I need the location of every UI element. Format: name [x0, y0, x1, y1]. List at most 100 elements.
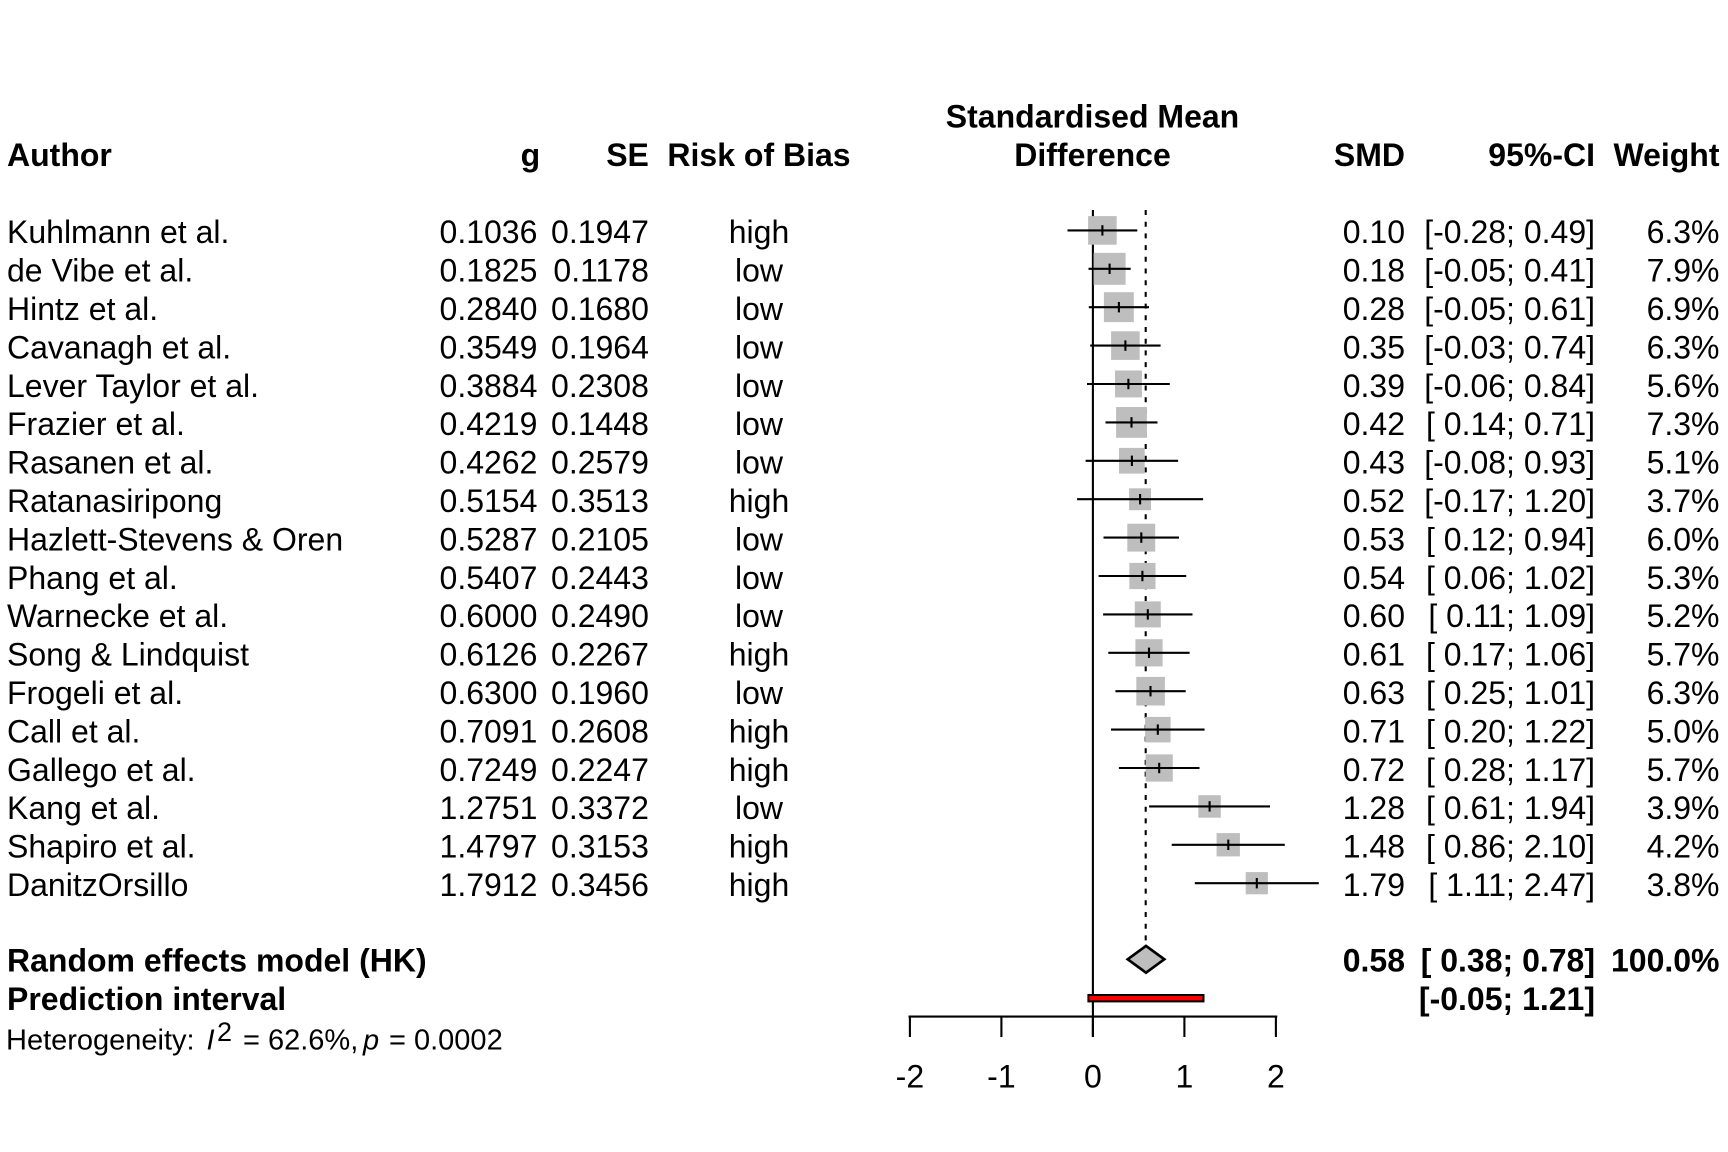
- svg-text:0.35: 0.35: [1343, 329, 1405, 365]
- svg-text:[ 0.14; 0.71]: [ 0.14; 0.71]: [1426, 406, 1595, 442]
- svg-text:3.8%: 3.8%: [1647, 867, 1720, 903]
- svg-text:[-0.05; 0.61]: [-0.05; 0.61]: [1424, 291, 1595, 327]
- svg-text:0.1960: 0.1960: [551, 675, 649, 711]
- svg-text:0.10: 0.10: [1343, 214, 1405, 250]
- svg-text:0.1964: 0.1964: [551, 329, 649, 365]
- svg-text:0.1825: 0.1825: [440, 253, 538, 289]
- svg-text:Cavanagh et al.: Cavanagh et al.: [7, 329, 231, 365]
- svg-text:Rasanen et al.: Rasanen et al.: [7, 445, 213, 481]
- svg-text:0.1178: 0.1178: [553, 253, 649, 289]
- svg-text:p: p: [362, 1025, 379, 1057]
- svg-text:0.6126: 0.6126: [440, 637, 538, 673]
- svg-text:0.52: 0.52: [1343, 483, 1405, 519]
- svg-text:3.9%: 3.9%: [1647, 790, 1720, 826]
- svg-text:0.71: 0.71: [1343, 713, 1405, 749]
- svg-text:0.2443: 0.2443: [551, 560, 649, 596]
- svg-text:0.3513: 0.3513: [551, 483, 649, 519]
- svg-text:Hintz et al.: Hintz et al.: [7, 291, 158, 327]
- svg-text:0.5287: 0.5287: [440, 521, 538, 557]
- svg-text:high: high: [729, 713, 790, 749]
- svg-text:[ 0.12; 0.94]: [ 0.12; 0.94]: [1426, 521, 1595, 557]
- svg-text:[-0.03; 0.74]: [-0.03; 0.74]: [1424, 329, 1595, 365]
- svg-text:low: low: [735, 790, 784, 826]
- svg-text:0.1036: 0.1036: [440, 214, 538, 250]
- svg-text:2: 2: [1267, 1059, 1285, 1095]
- svg-text:Author: Author: [7, 137, 112, 173]
- svg-text:0.2608: 0.2608: [551, 713, 649, 749]
- svg-text:low: low: [735, 675, 784, 711]
- svg-text:Shapiro et al.: Shapiro et al.: [7, 829, 196, 865]
- svg-text:low: low: [735, 368, 784, 404]
- svg-text:95%-CI: 95%-CI: [1488, 137, 1595, 173]
- svg-text:high: high: [729, 483, 790, 519]
- svg-text:[-0.05; 0.41]: [-0.05; 0.41]: [1424, 253, 1595, 289]
- svg-text:high: high: [729, 829, 790, 865]
- svg-text:Kang et al.: Kang et al.: [7, 790, 160, 826]
- svg-text:0.43: 0.43: [1343, 445, 1405, 481]
- svg-text:Difference: Difference: [1014, 137, 1171, 173]
- svg-text:0.6000: 0.6000: [440, 598, 538, 634]
- svg-text:0.39: 0.39: [1343, 368, 1405, 404]
- svg-text:0.7249: 0.7249: [440, 752, 538, 788]
- svg-text:1: 1: [1176, 1059, 1194, 1095]
- svg-text:6.3%: 6.3%: [1647, 214, 1720, 250]
- svg-text:high: high: [729, 214, 790, 250]
- svg-text:0.2247: 0.2247: [551, 752, 649, 788]
- svg-text:0.1680: 0.1680: [551, 291, 649, 327]
- svg-text:SE: SE: [606, 137, 649, 173]
- svg-text:-1: -1: [987, 1059, 1015, 1095]
- svg-text:[ 0.61; 1.94]: [ 0.61; 1.94]: [1426, 790, 1595, 826]
- svg-text:high: high: [729, 867, 790, 903]
- svg-text:[-0.06; 0.84]: [-0.06; 0.84]: [1424, 368, 1595, 404]
- svg-text:Frazier et al.: Frazier et al.: [7, 406, 185, 442]
- svg-text:Kuhlmann et al.: Kuhlmann et al.: [7, 214, 229, 250]
- svg-text:Risk of Bias: Risk of Bias: [667, 137, 850, 173]
- svg-text:0.6300: 0.6300: [440, 675, 538, 711]
- svg-text:0.28: 0.28: [1343, 291, 1405, 327]
- svg-text:[ 0.25; 1.01]: [ 0.25; 1.01]: [1426, 675, 1595, 711]
- svg-text:Song & Lindquist: Song & Lindquist: [7, 637, 249, 673]
- svg-text:SMD: SMD: [1334, 137, 1405, 173]
- svg-text:[ 0.20; 1.22]: [ 0.20; 1.22]: [1426, 713, 1595, 749]
- svg-text:low: low: [735, 445, 784, 481]
- svg-text:0.2105: 0.2105: [551, 521, 649, 557]
- svg-text:0.61: 0.61: [1343, 637, 1405, 673]
- svg-text:low: low: [735, 329, 784, 365]
- svg-text:Heterogeneity:: Heterogeneity:: [6, 1025, 195, 1057]
- svg-text:0.18: 0.18: [1343, 253, 1405, 289]
- svg-text:de Vibe et al.: de Vibe et al.: [7, 253, 193, 289]
- svg-text:0.2490: 0.2490: [551, 598, 649, 634]
- svg-text:0.2840: 0.2840: [440, 291, 538, 327]
- svg-text:2: 2: [217, 1017, 232, 1047]
- svg-text:low: low: [735, 253, 784, 289]
- svg-text:1.4797: 1.4797: [440, 829, 538, 865]
- svg-text:0.5154: 0.5154: [440, 483, 538, 519]
- svg-text:Lever Taylor et al.: Lever Taylor et al.: [7, 368, 259, 404]
- svg-text:0.42: 0.42: [1343, 406, 1405, 442]
- svg-text:[ 0.86; 2.10]: [ 0.86; 2.10]: [1426, 829, 1595, 865]
- svg-text:[ 0.11; 1.09]: [ 0.11; 1.09]: [1428, 598, 1595, 634]
- svg-text:100.0%: 100.0%: [1611, 943, 1720, 979]
- svg-text:[ 0.28; 1.17]: [ 0.28; 1.17]: [1426, 752, 1595, 788]
- svg-text:6.3%: 6.3%: [1647, 329, 1720, 365]
- svg-text:= 0.0002: = 0.0002: [389, 1025, 503, 1057]
- svg-text:5.3%: 5.3%: [1647, 560, 1720, 596]
- svg-text:-2: -2: [896, 1059, 924, 1095]
- svg-text:[-0.28; 0.49]: [-0.28; 0.49]: [1424, 214, 1595, 250]
- svg-text:0.2308: 0.2308: [551, 368, 649, 404]
- svg-text:[ 1.11; 2.47]: [ 1.11; 2.47]: [1428, 867, 1595, 903]
- svg-text:Hazlett-Stevens & Oren: Hazlett-Stevens & Oren: [7, 521, 343, 557]
- svg-text:low: low: [735, 521, 784, 557]
- svg-text:Standardised Mean: Standardised Mean: [946, 99, 1239, 135]
- svg-text:5.6%: 5.6%: [1647, 368, 1720, 404]
- svg-text:g: g: [521, 137, 541, 173]
- svg-text:Random effects model (HK): Random effects model (HK): [7, 943, 427, 979]
- svg-text:4.2%: 4.2%: [1647, 829, 1720, 865]
- svg-text:Prediction interval: Prediction interval: [7, 981, 286, 1017]
- svg-text:low: low: [735, 598, 784, 634]
- svg-text:0.54: 0.54: [1343, 560, 1405, 596]
- svg-text:Ratanasiripong: Ratanasiripong: [7, 483, 222, 519]
- svg-text:Phang et al.: Phang et al.: [7, 560, 178, 596]
- svg-text:1.28: 1.28: [1343, 790, 1405, 826]
- svg-text:[-0.17; 1.20]: [-0.17; 1.20]: [1424, 483, 1595, 519]
